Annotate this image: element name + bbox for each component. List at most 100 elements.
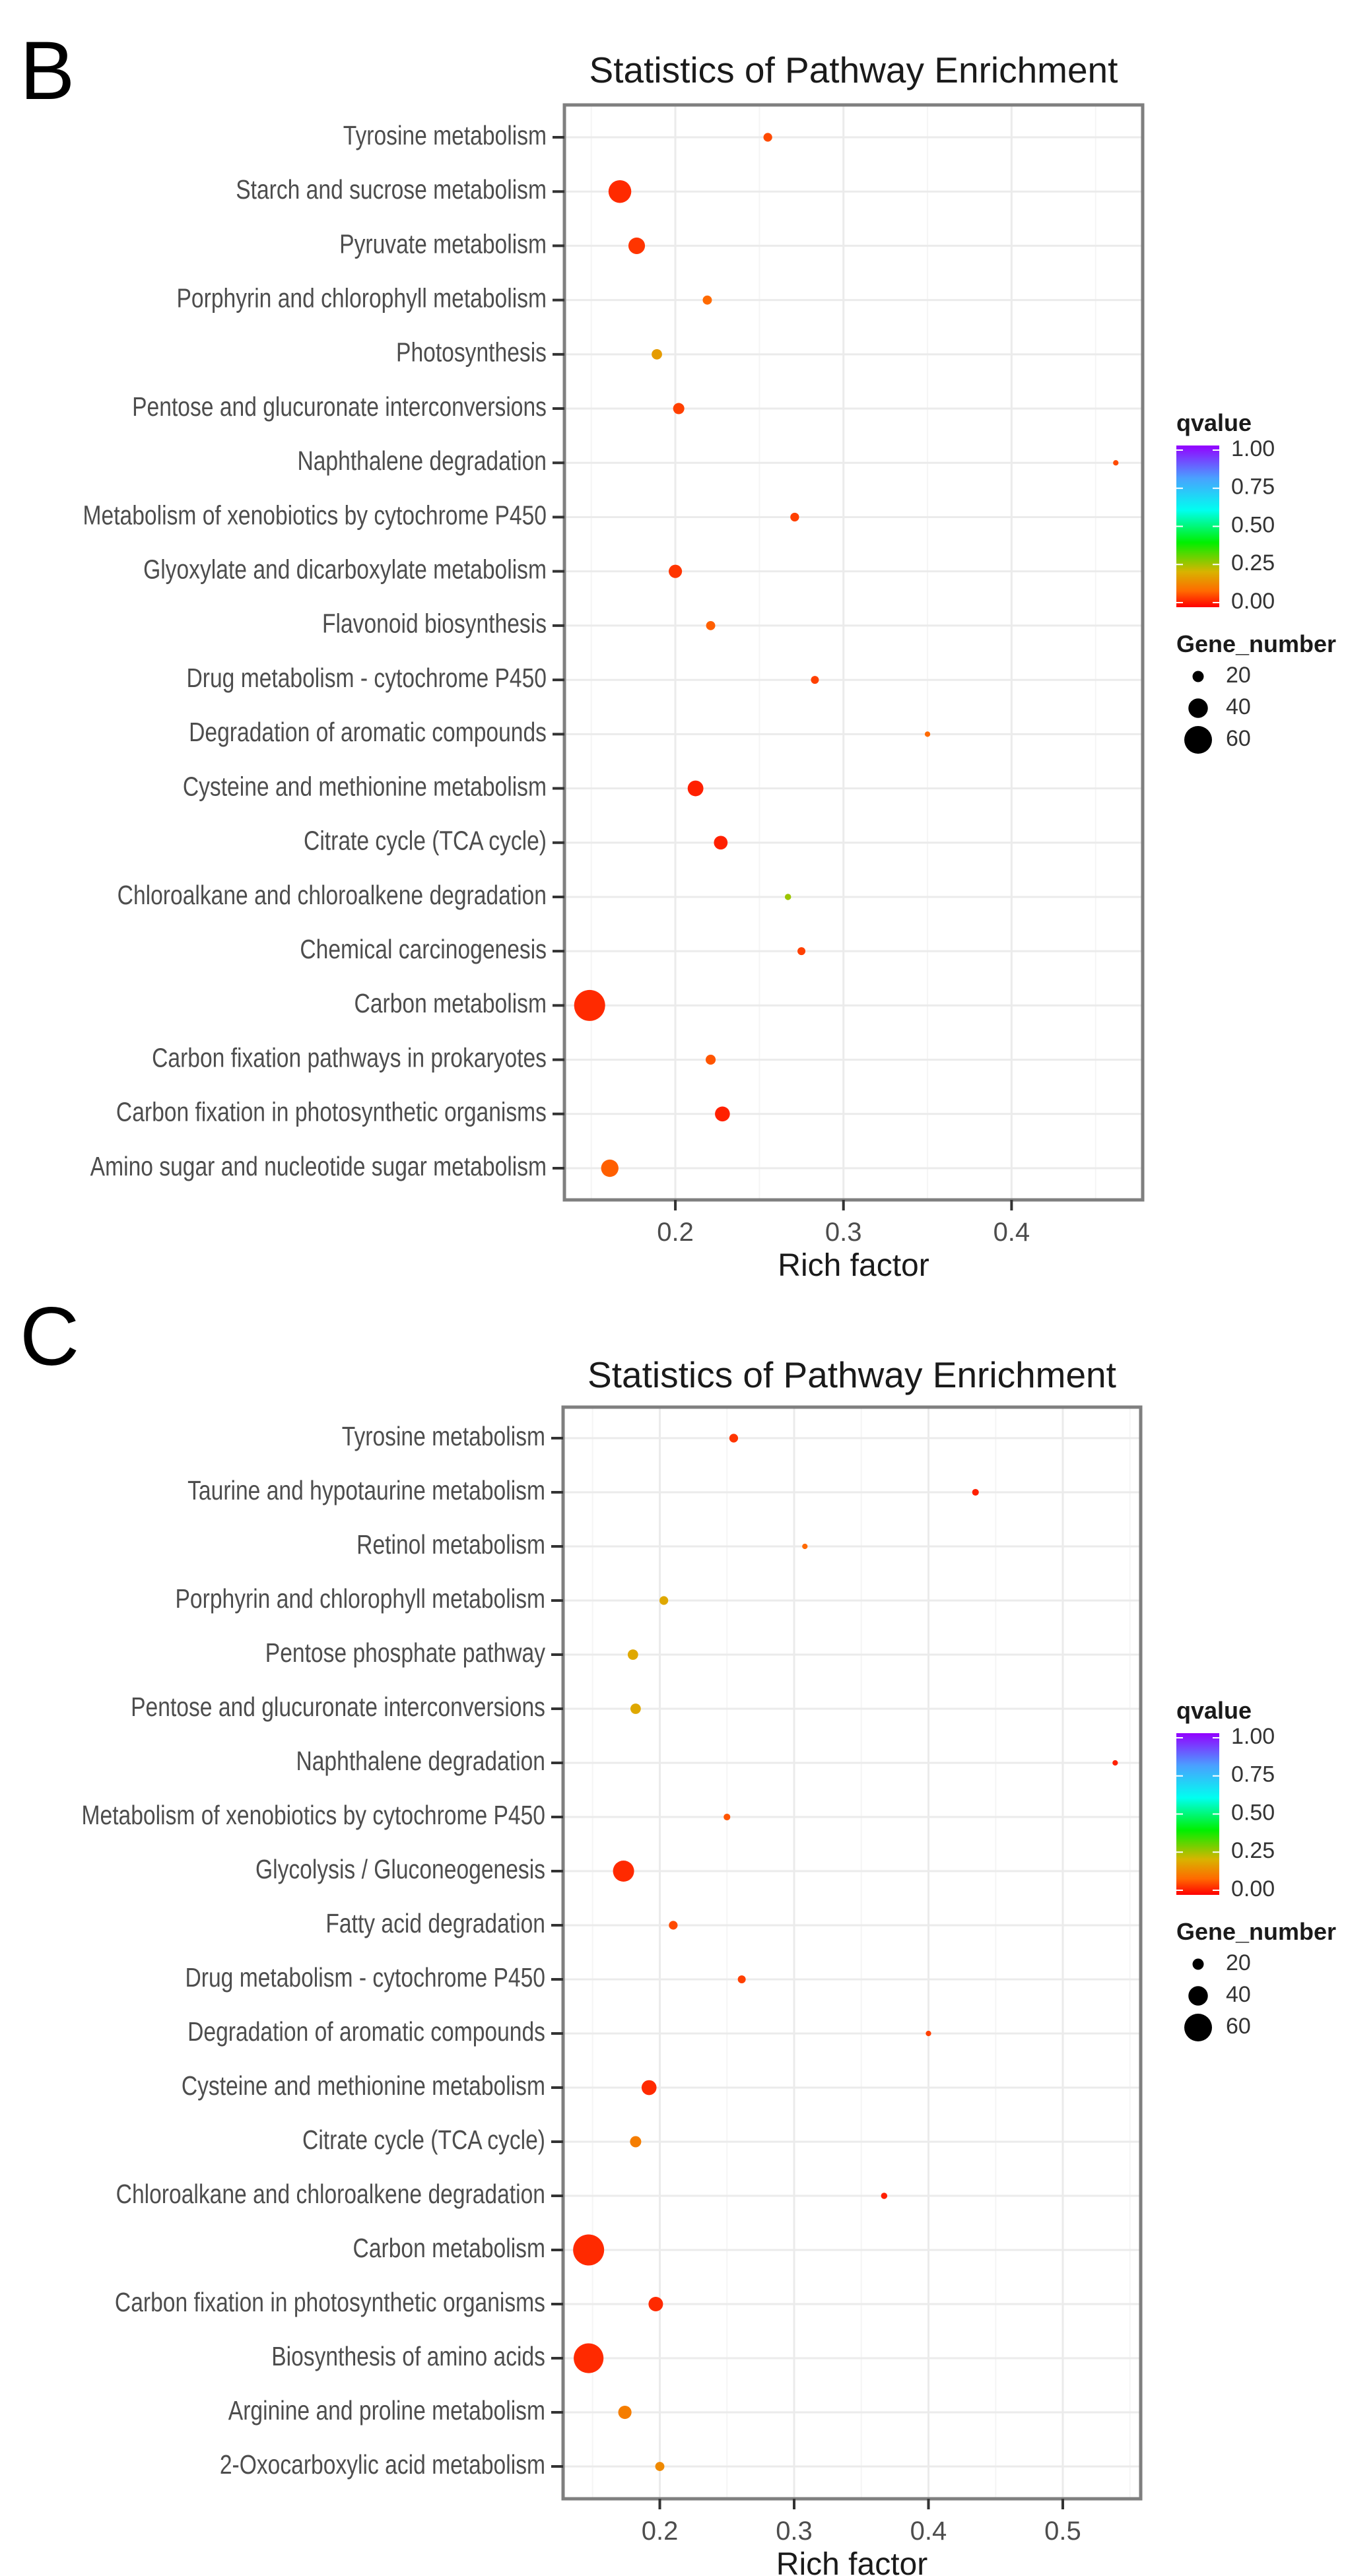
y-tick-label: Cysteine and methionine metabolism — [183, 771, 547, 801]
data-point — [618, 2405, 632, 2420]
data-point — [628, 237, 646, 254]
x-tick-label: 0.2 — [642, 2517, 679, 2546]
colorbar-label: 0.00 — [1231, 589, 1275, 614]
data-point — [669, 564, 683, 578]
y-tick-label: Citrate cycle (TCA cycle) — [302, 2125, 545, 2155]
data-point — [673, 403, 685, 414]
data-point — [763, 133, 772, 142]
qvalue-colorbar — [1176, 1733, 1219, 1895]
size-legend-dot — [1192, 1958, 1204, 1970]
plot-background — [563, 1407, 1141, 2499]
data-point — [627, 1649, 638, 1660]
plot-border — [562, 103, 1145, 1202]
y-tick-label: Chemical carcinogenesis — [300, 934, 547, 964]
data-point — [608, 180, 632, 203]
y-tick-label: Arginine and proline metabolism — [228, 2395, 545, 2426]
y-tick-label: Fatty acid degradation — [325, 1908, 545, 1938]
data-point — [924, 731, 931, 737]
colorbar-label: 1.00 — [1231, 436, 1275, 461]
y-tick-label: Metabolism of xenobiotics by cytochrome … — [83, 500, 547, 530]
y-tick-label: Tyrosine metabolism — [343, 120, 547, 150]
colorbar-label: 1.00 — [1231, 1724, 1275, 1749]
colorbar-label: 0.50 — [1231, 1800, 1275, 1825]
data-point — [574, 2343, 604, 2373]
y-tick-label: Degradation of aromatic compounds — [187, 2016, 545, 2047]
colorbar-label: 0.75 — [1231, 475, 1275, 500]
plot-background — [564, 105, 1143, 1200]
y-tick-label: Flavonoid biosynthesis — [322, 609, 547, 639]
size-legend-title: Gene_number — [1176, 630, 1336, 657]
data-point — [705, 1055, 716, 1065]
data-point — [723, 1813, 731, 1821]
colorbar-label: 0.25 — [1231, 550, 1275, 576]
size-legend-dot — [1188, 1986, 1208, 2006]
y-tick-label: Pentose and glucuronate interconversions — [132, 391, 547, 422]
colorbar-label: 0.25 — [1231, 1838, 1275, 1863]
data-point — [729, 1434, 739, 1443]
y-tick-label: Carbon metabolism — [353, 2233, 545, 2263]
y-tick-label: Biosynthesis of amino acids — [271, 2341, 545, 2371]
x-axis-title: Rich factor — [778, 1248, 929, 1283]
size-legend-label: 60 — [1226, 726, 1251, 751]
y-tick-label: Porphyrin and chlorophyll metabolism — [177, 282, 547, 313]
data-point — [706, 620, 716, 630]
y-tick-label: Carbon fixation in photosynthetic organi… — [116, 1096, 547, 1127]
data-point — [811, 676, 819, 684]
y-tick-label: Starch and sucrose metabolism — [236, 174, 547, 205]
data-point — [702, 295, 712, 305]
colorbar-label: 0.00 — [1231, 1876, 1275, 1901]
data-point — [797, 947, 806, 956]
x-tick-label: 0.4 — [910, 2517, 947, 2546]
qvalue-colorbar — [1176, 446, 1219, 607]
y-tick-label: Glyoxylate and dicarboxylate metabolism — [143, 554, 547, 584]
data-point — [714, 836, 728, 850]
data-point — [574, 989, 605, 1021]
y-tick-label: Carbon fixation in photosynthetic organi… — [115, 2287, 545, 2317]
data-point — [630, 2136, 642, 2148]
y-tick-label: Citrate cycle (TCA cycle) — [304, 825, 547, 855]
size-legend-label: 40 — [1226, 694, 1251, 719]
y-tick-label: Pentose and glucuronate interconversions — [131, 1692, 545, 1722]
chart-title: Statistics of Pathway Enrichment — [589, 50, 1118, 90]
panel-c: C Statistics of Pathway Enrichment Tyrosin… — [20, 1291, 1336, 2576]
size-legend-dot — [1184, 2014, 1212, 2041]
color-legend-title: qvalue — [1176, 1697, 1252, 1724]
data-point — [601, 1159, 619, 1177]
y-tick-label: Cysteine and methionine metabolism — [182, 2070, 545, 2101]
size-legend-label: 20 — [1226, 663, 1251, 688]
y-tick-label: Taurine and hypotaurine metabolism — [187, 1475, 545, 1505]
x-tick-label: 0.5 — [1044, 2517, 1081, 2546]
y-tick-label: Chloroalkane and chloroalkene degradatio… — [116, 2179, 545, 2209]
size-legend-label: 40 — [1226, 1982, 1251, 2007]
size-legend-title: Gene_number — [1176, 1918, 1336, 1945]
y-tick-label: Chloroalkane and chloroalkene degradatio… — [118, 880, 547, 910]
size-legend-dot — [1184, 726, 1212, 754]
y-tick-label: Metabolism of xenobiotics by cytochrome … — [82, 1800, 545, 1830]
data-point — [1112, 1760, 1118, 1766]
data-point — [573, 2234, 605, 2266]
data-point — [1113, 460, 1119, 466]
y-tick-label: Photosynthesis — [396, 337, 547, 367]
data-point — [630, 1703, 641, 1714]
colorbar-label: 0.50 — [1231, 512, 1275, 537]
data-point — [925, 2030, 931, 2037]
panel-b: B Statistics of Pathway Enrichment Tyrosin… — [20, 25, 1336, 1283]
y-tick-label: Carbon fixation pathways in prokaryotes — [152, 1042, 547, 1073]
data-point — [669, 1921, 678, 1930]
x-tick-label: 0.2 — [657, 1218, 694, 1247]
size-legend-label: 60 — [1226, 2014, 1251, 2039]
colorbar-label: 0.75 — [1231, 1762, 1275, 1787]
data-point — [641, 2080, 657, 2096]
y-tick-label: Amino sugar and nucleotide sugar metabol… — [90, 1151, 547, 1181]
data-point — [687, 780, 704, 797]
plot-border — [561, 1405, 1143, 2501]
y-tick-label: Drug metabolism - cytochrome P450 — [185, 1962, 545, 1993]
y-tick-label: Glycolysis / Gluconeogenesis — [255, 1854, 545, 1884]
data-point — [737, 1975, 746, 1983]
x-tick-label: 0.4 — [993, 1218, 1030, 1247]
y-tick-label: Retinol metabolism — [356, 1529, 545, 1560]
y-tick-label: 2-Oxocarboxylic acid metabolism — [220, 2449, 545, 2480]
